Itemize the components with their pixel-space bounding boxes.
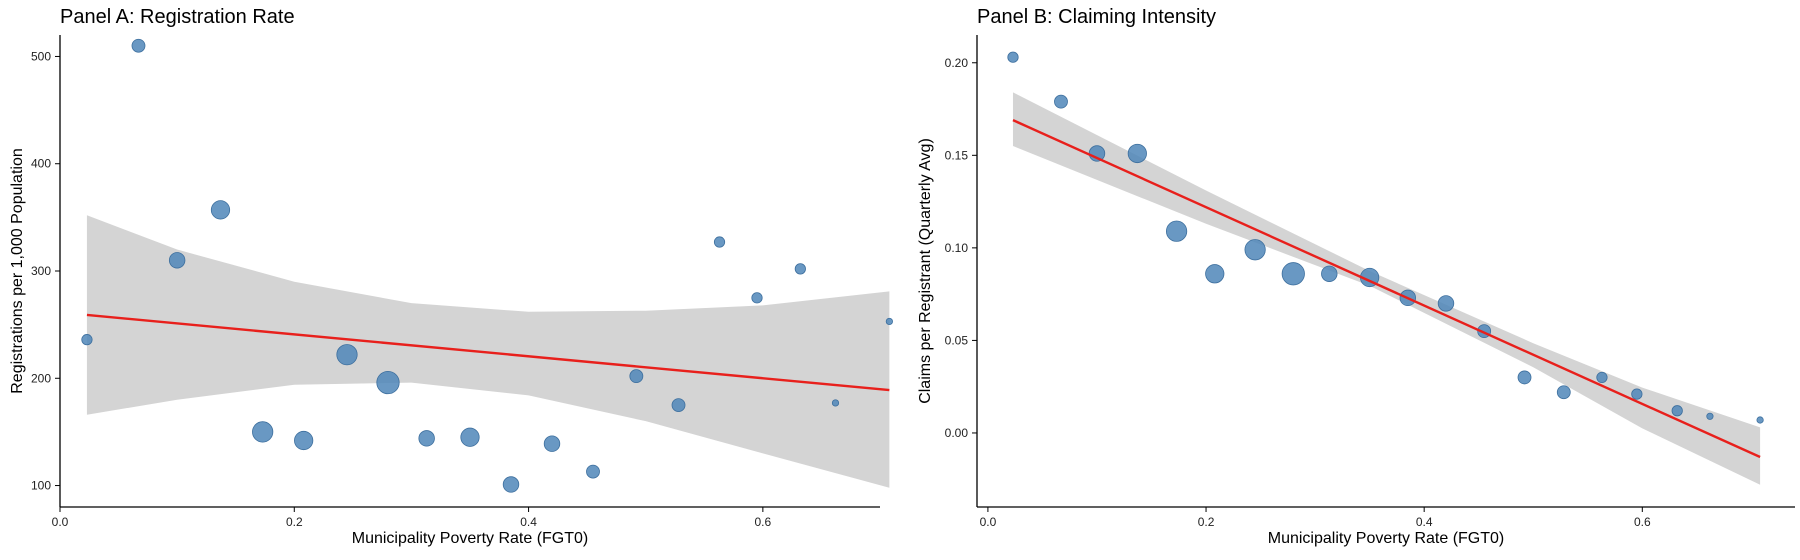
panel-b-point-19 xyxy=(1756,416,1764,424)
panel-a-point-9 xyxy=(460,427,480,447)
panel-b-point-14 xyxy=(1556,385,1571,400)
panel-a-point-2 xyxy=(168,252,186,269)
panel-b-point-5 xyxy=(1205,264,1225,284)
panel-a-x-axis-label: Municipality Poverty Rate (FGT0) xyxy=(352,530,589,547)
panel-b-point-15 xyxy=(1596,371,1608,384)
panel-b-title: Panel B: Claiming Intensity xyxy=(977,6,1216,28)
panel-a-y-tick-label-1: 200 xyxy=(31,371,51,385)
panel-b-group: 0.0 0.2 0.4 0.6 0.00 0.05 0.10 0.15 0.20 Panel B:… xyxy=(917,6,1795,547)
panel-a-y-tick-label-3: 400 xyxy=(31,157,51,171)
panel-a-point-5 xyxy=(294,430,314,451)
panel-b-y-axis-label: Claims per Registrant (Quarterly Avg) xyxy=(917,138,934,404)
panel-a-point-4 xyxy=(252,421,274,443)
panel-b-point-8 xyxy=(1321,265,1338,282)
panel-a-x-tick-label-3: 0.6 xyxy=(755,515,772,529)
panel-a-point-18 xyxy=(831,399,840,407)
panel-b-y-tick-label-3: 0.15 xyxy=(945,148,969,162)
panel-a-y-axis-label: Registrations per 1,000 Population xyxy=(9,148,26,394)
panel-a-point-10 xyxy=(502,476,520,493)
panel-b-point-13 xyxy=(1517,370,1532,385)
panel-b-y-tick-label-2: 0.10 xyxy=(945,241,969,255)
panel-b-point-4 xyxy=(1165,220,1188,242)
panel-a-point-8 xyxy=(418,430,435,447)
panel-b-point-11 xyxy=(1437,295,1455,312)
panel-a-point-14 xyxy=(671,398,686,412)
panel-a-point-11 xyxy=(543,435,561,452)
panel-b-point-17 xyxy=(1671,405,1683,417)
panel-a-y-tick-label-0: 100 xyxy=(31,479,51,493)
panel-b-y-tick-label-1: 0.05 xyxy=(945,333,969,347)
panel-b-point-6 xyxy=(1244,239,1266,261)
panel-a-point-13 xyxy=(629,369,644,384)
panel-a-point-1 xyxy=(131,38,146,53)
panel-a-title: Panel A: Registration Rate xyxy=(60,6,295,28)
panel-b-point-16 xyxy=(1631,388,1643,400)
panel-a-point-7 xyxy=(376,370,400,395)
panel-b-x-tick-label-0: 0.0 xyxy=(980,515,997,529)
panel-a-y-tick-label-4: 500 xyxy=(31,49,51,63)
panel-a-point-15 xyxy=(713,236,726,248)
panel-b-x-tick-label-2: 0.4 xyxy=(1416,515,1433,529)
panel-a-point-19 xyxy=(885,317,893,326)
panel-b-x-tick-label-3: 0.6 xyxy=(1634,515,1651,529)
panel-a-group: 0.0 0.2 0.4 0.6 100 200 300 400 500 Panel A: Regi… xyxy=(9,6,893,547)
panel-b-fit-line xyxy=(1012,119,1761,459)
panel-b-point-18 xyxy=(1706,412,1714,420)
panel-a-y-tick-label-2: 300 xyxy=(31,264,51,278)
panel-a-point-12 xyxy=(586,464,600,479)
panel-a-x-tick-label-0: 0.0 xyxy=(52,515,69,529)
panel-a-point-0 xyxy=(81,334,93,346)
panel-a-x-tick-label-2: 0.4 xyxy=(520,515,537,529)
panel-b-y-tick-label-4: 0.20 xyxy=(945,56,969,70)
panel-a-fit-line xyxy=(86,313,890,392)
panel-b-point-0 xyxy=(1007,51,1019,63)
panel-b-point-3 xyxy=(1127,143,1147,164)
panel-b-point-1 xyxy=(1054,94,1068,109)
panel-a-point-3 xyxy=(210,200,231,220)
panel-b-x-axis-label: Municipality Poverty Rate (FGT0) xyxy=(1268,530,1505,547)
panel-b-point-7 xyxy=(1281,262,1305,286)
panel-b-y-tick-label-0: 0.00 xyxy=(945,426,969,440)
panel-b-x-tick-label-1: 0.2 xyxy=(1198,515,1215,529)
panel-a-point-17 xyxy=(794,263,806,275)
panel-a-x-tick-label-1: 0.2 xyxy=(286,515,303,529)
panel-a-point-6 xyxy=(336,344,358,366)
panel-a-point-16 xyxy=(751,292,763,304)
